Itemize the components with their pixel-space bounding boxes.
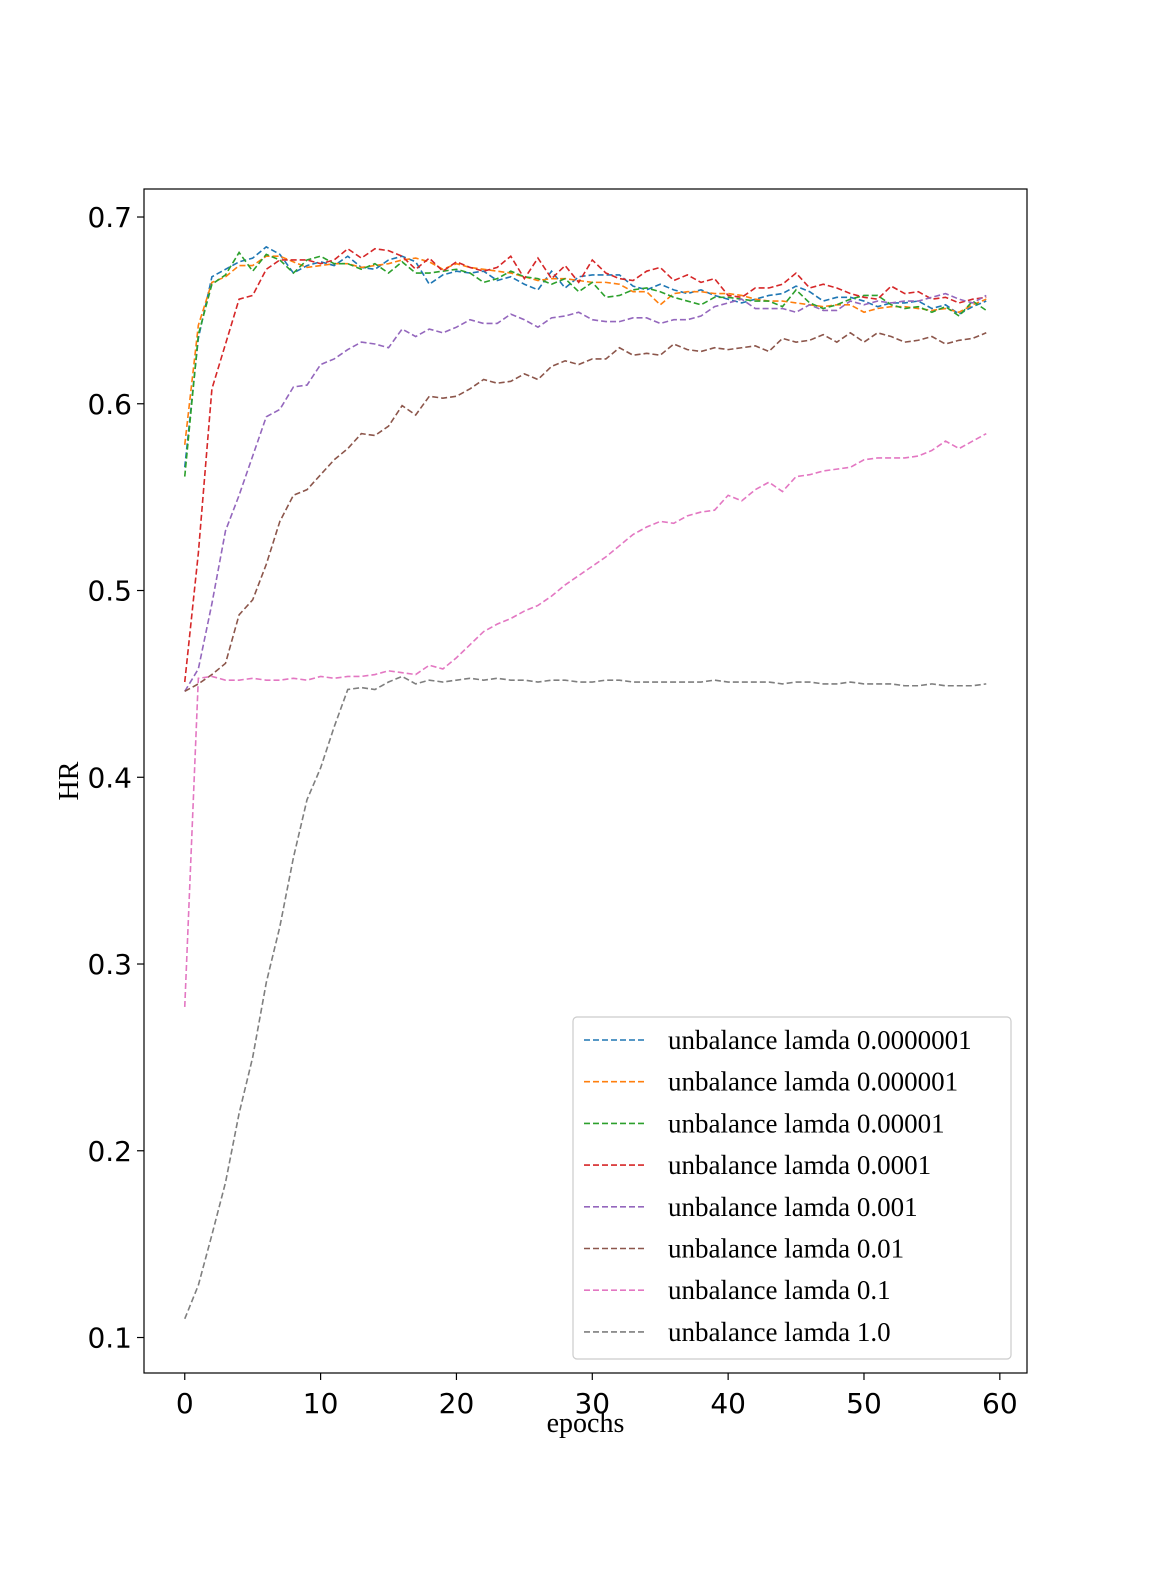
series-layer bbox=[183, 245, 987, 1320]
x-axis-ticks: 0 10 20 30 40 50 60 bbox=[176, 1373, 1018, 1420]
legend-entry-6: unbalance lamda 0.1 bbox=[668, 1275, 891, 1305]
y-tick-label: 0.6 bbox=[87, 388, 132, 421]
x-tick-label: 10 bbox=[303, 1387, 339, 1420]
y-tick-label: 0.1 bbox=[87, 1322, 132, 1355]
series-line-7 bbox=[184, 675, 987, 1320]
y-tick-label: 0.4 bbox=[87, 761, 132, 794]
y-axis-ticks: 0.1 0.2 0.3 0.4 0.5 0.6 0.7 bbox=[87, 201, 144, 1355]
y-tick-label: 0.7 bbox=[87, 201, 132, 234]
y-tick-label: 0.2 bbox=[87, 1135, 132, 1168]
x-axis-label: epochs bbox=[547, 1408, 625, 1439]
x-tick-label: 40 bbox=[710, 1387, 746, 1420]
legend-entry-5: unbalance lamda 0.01 bbox=[668, 1234, 904, 1264]
legend-entry-7: unbalance lamda 1.0 bbox=[668, 1317, 891, 1347]
series-line-3 bbox=[183, 247, 987, 683]
x-tick-label: 20 bbox=[439, 1387, 475, 1420]
legend-entry-3: unbalance lamda 0.0001 bbox=[668, 1150, 931, 1180]
legend: unbalance lamda 0.0000001 unbalance lamda… bbox=[572, 1016, 1012, 1360]
legend-box bbox=[572, 1016, 1012, 1360]
x-tick-label: 60 bbox=[982, 1387, 1018, 1420]
y-tick-label: 0.3 bbox=[87, 948, 132, 981]
legend-entry-4: unbalance lamda 0.001 bbox=[668, 1192, 918, 1222]
series-line-4 bbox=[184, 292, 987, 692]
y-tick-label: 0.5 bbox=[87, 575, 132, 608]
legend-entry-2: unbalance lamda 0.00001 bbox=[668, 1108, 945, 1138]
x-tick-label: 30 bbox=[574, 1387, 610, 1420]
legend-entry-0: unbalance lamda 0.0000001 bbox=[668, 1025, 972, 1055]
series-line-2 bbox=[183, 251, 987, 477]
series-line-6 bbox=[183, 432, 987, 1008]
series-line-0 bbox=[183, 245, 987, 468]
x-tick-label: 50 bbox=[846, 1387, 882, 1420]
series-line-1 bbox=[183, 255, 987, 445]
x-tick-label: 0 bbox=[176, 1387, 194, 1420]
plot-area-frame bbox=[143, 188, 1028, 1374]
y-axis-label: HR bbox=[54, 761, 85, 800]
series-line-5 bbox=[184, 331, 987, 693]
legend-entry-1: unbalance lamda 0.000001 bbox=[668, 1067, 958, 1097]
